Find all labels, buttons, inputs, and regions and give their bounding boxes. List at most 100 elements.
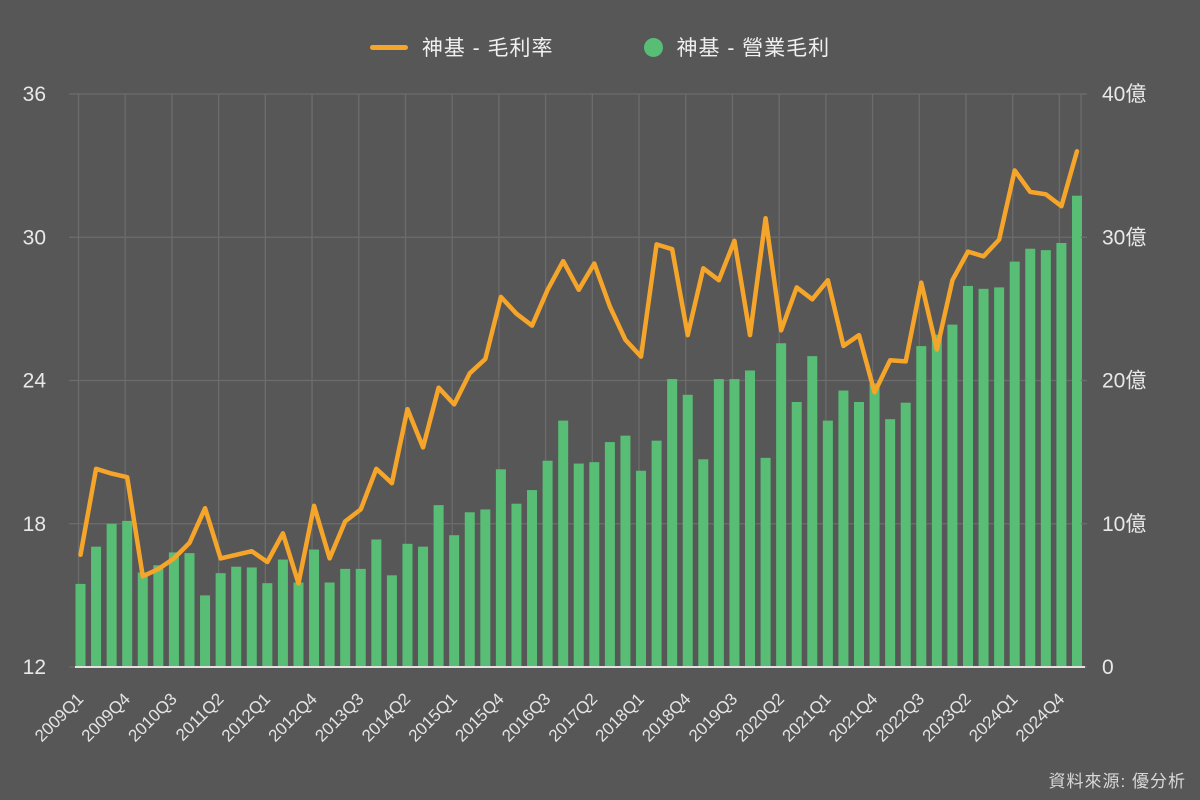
bar-2017Q2[interactable] [589, 462, 600, 667]
bar-2010Q2[interactable] [153, 565, 164, 667]
bar-2025Q1[interactable] [1071, 195, 1082, 667]
bar-2018Q3[interactable] [667, 379, 678, 667]
x-axis-label-2018Q4: 2018Q4 [638, 689, 694, 745]
bar-2014Q2[interactable] [402, 543, 413, 667]
bar-2011Q1[interactable] [200, 595, 211, 667]
bar-2011Q2[interactable] [215, 573, 226, 667]
bar-2013Q2[interactable] [340, 568, 351, 667]
x-axis-label-2022Q3: 2022Q3 [872, 689, 928, 745]
bar-series-gross-profit[interactable] [75, 195, 1082, 668]
bar-2021Q2[interactable] [838, 390, 849, 667]
bar-2018Q2[interactable] [651, 440, 662, 667]
bar-2014Q3[interactable] [418, 546, 429, 667]
x-axis-label-2017Q2: 2017Q2 [545, 689, 601, 745]
bar-2018Q1[interactable] [636, 470, 647, 667]
data-source-note: 資料來源: 優分析 [1048, 772, 1186, 791]
bar-2009Q3[interactable] [106, 523, 117, 667]
x-axis-label-2013Q3: 2013Q3 [311, 689, 367, 745]
bar-2011Q3[interactable] [231, 566, 242, 667]
left-axis-tick-label: 12 [23, 656, 46, 679]
bar-2023Q4[interactable] [994, 287, 1005, 667]
x-axis-label-2011Q2: 2011Q2 [172, 689, 227, 744]
bar-2024Q1[interactable] [1009, 261, 1020, 667]
bar-2014Q4[interactable] [433, 505, 444, 667]
bar-2013Q3[interactable] [355, 568, 366, 667]
bar-2012Q4[interactable] [309, 549, 320, 667]
bar-2013Q1[interactable] [324, 582, 335, 667]
bar-2020Q3[interactable] [791, 401, 802, 667]
right-axis-tick-label: 0 [1102, 656, 1114, 679]
bar-2016Q1[interactable] [511, 503, 522, 667]
bar-2023Q1[interactable] [947, 324, 958, 667]
bar-2024Q2[interactable] [1025, 248, 1036, 667]
bar-2010Q3[interactable] [168, 552, 179, 667]
x-axis-label-2009Q1: 2009Q1 [31, 689, 87, 745]
legend-item-margin-rate[interactable]: 神基 - 毛利率 [369, 32, 554, 62]
bar-2017Q1[interactable] [573, 463, 584, 667]
bar-2021Q1[interactable] [822, 420, 833, 667]
legend-label-margin-rate: 神基 - 毛利率 [421, 37, 554, 60]
bar-2012Q2[interactable] [277, 559, 288, 667]
bar-series-swatch-icon [643, 37, 663, 57]
x-axis-label-2021Q1: 2021Q1 [778, 689, 834, 745]
bar-2015Q3[interactable] [480, 509, 491, 667]
bar-2021Q3[interactable] [854, 401, 864, 667]
bar-2014Q1[interactable] [386, 575, 397, 667]
margin-rate-line[interactable] [78, 149, 1080, 586]
legend-item-gross-profit[interactable]: 神基 - 營業毛利 [643, 32, 831, 62]
bar-2023Q2[interactable] [962, 285, 973, 667]
x-axis-label-2023Q2: 2023Q2 [919, 689, 975, 745]
chart-legend: 神基 - 毛利率 神基 - 營業毛利 [0, 30, 1200, 64]
bar-2009Q2[interactable] [91, 546, 102, 667]
bar-2018Q4[interactable] [682, 394, 693, 667]
bar-2015Q2[interactable] [464, 512, 475, 667]
bar-2009Q1[interactable] [75, 583, 86, 667]
right-axis-tick-label: 30億 [1102, 226, 1146, 249]
bar-2020Q4[interactable] [807, 356, 818, 667]
bar-2020Q1[interactable] [760, 457, 771, 667]
bar-2019Q4[interactable] [745, 370, 756, 667]
bar-2019Q2[interactable] [713, 379, 724, 667]
x-axis-label-2021Q4: 2021Q4 [825, 689, 881, 745]
line-series-margin-rate[interactable] [78, 149, 1080, 586]
bar-2010Q1[interactable] [137, 572, 148, 667]
bar-2009Q4[interactable] [122, 520, 133, 667]
line-series-swatch-icon [369, 44, 408, 50]
bar-2022Q3[interactable] [916, 346, 927, 667]
x-axis-label-2009Q4: 2009Q4 [78, 689, 134, 745]
bar-2010Q4[interactable] [184, 553, 195, 667]
bar-2016Q4[interactable] [558, 420, 569, 667]
x-axis-label-2010Q3: 2010Q3 [125, 689, 181, 745]
bar-2024Q4[interactable] [1056, 242, 1067, 668]
left-axis-tick-label: 18 [23, 513, 46, 536]
x-axis-label-2015Q1: 2015Q1 [405, 689, 461, 745]
bar-2022Q2[interactable] [900, 402, 911, 667]
bar-2015Q4[interactable] [495, 469, 506, 667]
x-axis-label-2012Q4: 2012Q4 [265, 689, 321, 745]
bar-2019Q1[interactable] [698, 459, 709, 667]
left-axis-tick-label: 24 [23, 370, 47, 393]
bar-2017Q3[interactable] [604, 442, 615, 667]
bar-2021Q4[interactable] [869, 383, 880, 667]
x-axis-label-2020Q2: 2020Q2 [732, 689, 788, 745]
bar-2012Q1[interactable] [262, 583, 273, 667]
bar-2019Q3[interactable] [729, 379, 740, 667]
right-axis-tick-label: 40億 [1102, 83, 1146, 106]
bar-2023Q3[interactable] [978, 288, 989, 667]
left-axis-tick-label: 30 [23, 226, 46, 249]
bar-2013Q4[interactable] [371, 539, 382, 667]
bar-2024Q3[interactable] [1040, 250, 1051, 667]
x-axis-label-2015Q4: 2015Q4 [452, 689, 508, 745]
bar-2012Q3[interactable] [293, 582, 304, 667]
bar-2011Q4[interactable] [246, 567, 257, 667]
bar-2020Q2[interactable] [776, 343, 787, 667]
bar-2016Q3[interactable] [542, 460, 553, 667]
bar-2022Q4[interactable] [931, 334, 942, 667]
bar-2022Q1[interactable] [885, 419, 896, 667]
bar-2016Q2[interactable] [527, 490, 538, 667]
bar-2017Q4[interactable] [620, 435, 631, 667]
bar-2015Q1[interactable] [449, 535, 460, 667]
